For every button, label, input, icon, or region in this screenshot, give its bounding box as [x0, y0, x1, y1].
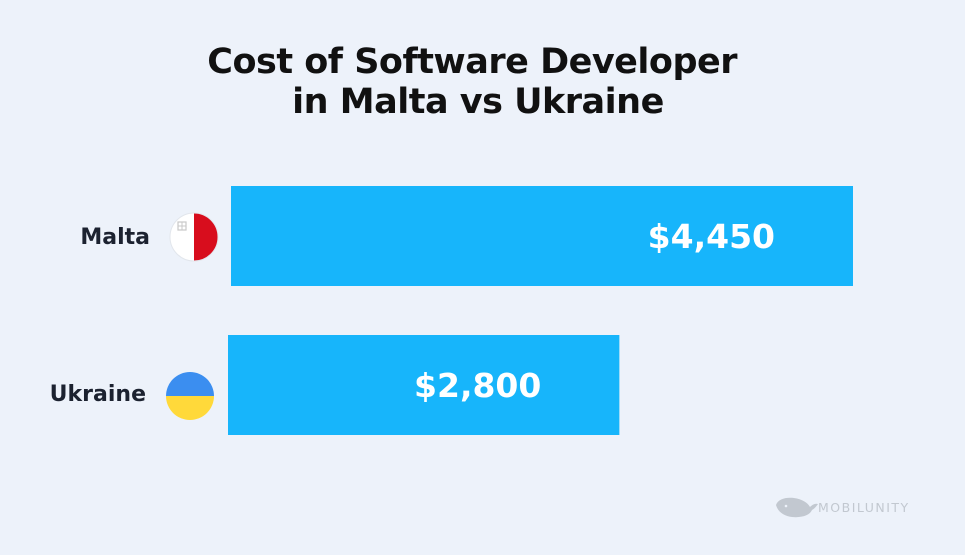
value-label-ukraine: $2,800 — [414, 366, 541, 405]
ukraine-flag-icon — [166, 372, 214, 420]
chart-title-line-2: in Malta vs Ukraine — [292, 82, 664, 122]
bar-ukraine — [228, 335, 620, 435]
brand-name: MOBILUNITY — [818, 500, 910, 515]
chart-title-line-1: Cost of Software Developer — [207, 42, 738, 82]
category-label-ukraine: Ukraine — [50, 382, 146, 407]
bar-malta — [231, 186, 853, 286]
category-label-malta: Malta — [80, 225, 150, 250]
whale-icon — [776, 497, 818, 518]
bars: $4,450 Malta $2,800 Ukraine — [50, 186, 853, 435]
chart-title: Cost of Software Developer in Malta vs U… — [207, 42, 748, 122]
value-label-malta: $4,450 — [648, 217, 775, 256]
malta-flag-icon — [169, 212, 219, 262]
brand-logo: MOBILUNITY — [776, 497, 910, 518]
